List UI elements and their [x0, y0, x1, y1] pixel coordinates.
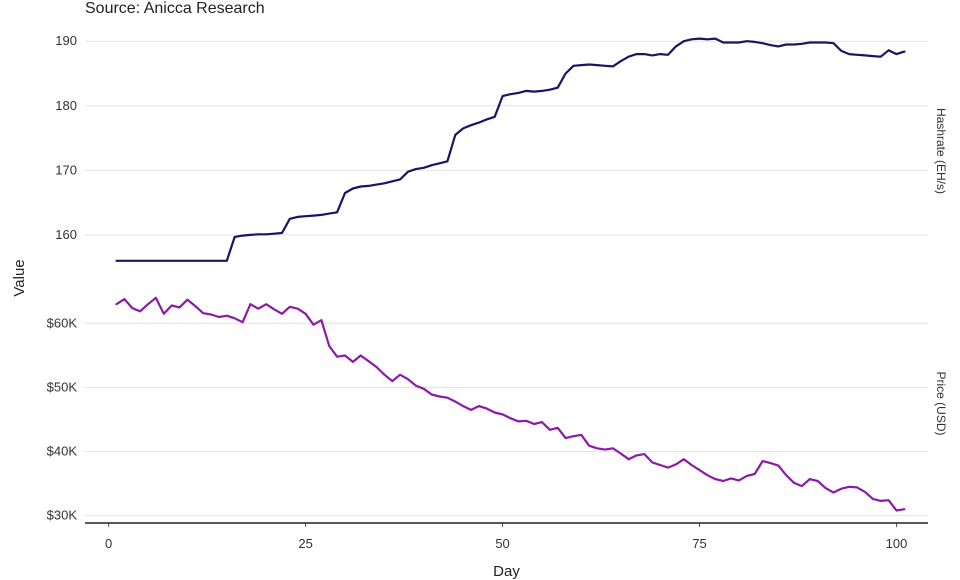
- facet-label: Price (USD): [934, 371, 948, 435]
- y-tick-label: $40K: [47, 444, 78, 459]
- x-tick-label: 100: [886, 536, 908, 551]
- facet-label: Hashrate (EH/s): [934, 108, 948, 194]
- y-tick-label: 190: [55, 33, 77, 48]
- x-tick-label: 25: [298, 536, 312, 551]
- series-line: [115, 296, 906, 512]
- y-axis-ticks: 160 170 180 190 $30K $40K $50K $60K: [47, 33, 78, 522]
- y-tick-label: $50K: [47, 379, 78, 394]
- series-lines: [115, 37, 906, 512]
- x-axis-label: Day: [493, 563, 520, 580]
- gridlines: [85, 40, 928, 517]
- y-axis-label: Value: [11, 259, 28, 296]
- facet-labels: Hashrate (EH/s) Price (USD): [934, 108, 948, 436]
- y-tick-label: $60K: [47, 315, 78, 330]
- y-tick-label: 180: [55, 98, 77, 113]
- x-tick-label: 50: [495, 536, 509, 551]
- x-tick-label: 75: [692, 536, 706, 551]
- series-line: [115, 37, 906, 262]
- y-tick-label: 160: [55, 227, 77, 242]
- y-tick-label: $30K: [47, 508, 78, 523]
- x-axis-ticks: 0 25 50 75 100: [105, 523, 907, 551]
- y-tick-label: 170: [55, 162, 77, 177]
- x-tick-label: 0: [105, 536, 112, 551]
- source-caption: Source: Anicca Research: [85, 0, 265, 17]
